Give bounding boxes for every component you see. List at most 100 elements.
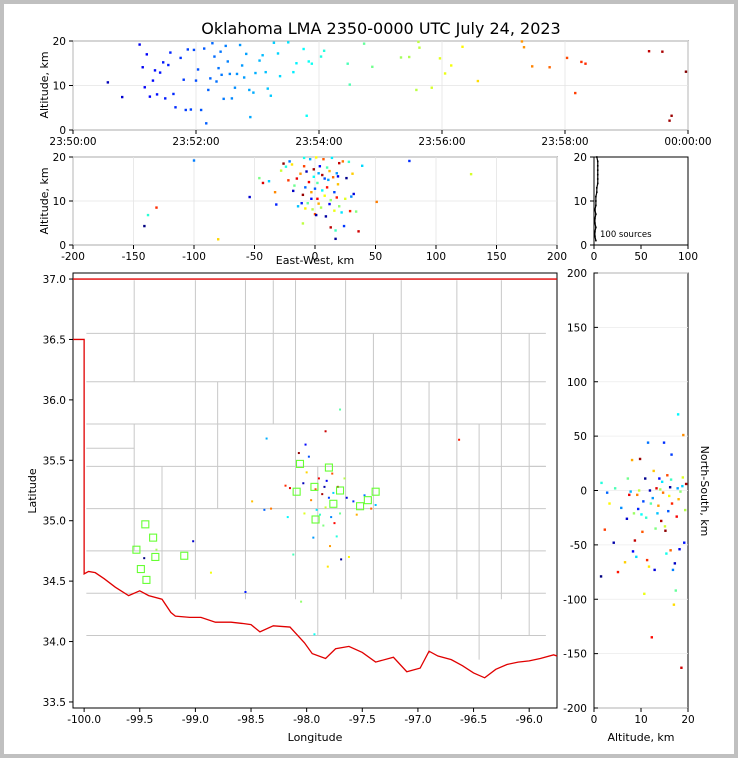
figure-title: Oklahoma LMA 2350-0000 UTC July 24, 2023 <box>201 19 560 38</box>
plan-view-point <box>192 540 195 543</box>
ns-height-point <box>656 512 659 515</box>
plan-view-point <box>292 553 295 556</box>
plan-view-y-tick-label: 36.0 <box>43 395 66 407</box>
histogram-bin <box>596 169 599 171</box>
time-height-point <box>199 108 203 112</box>
ns-height-y-tick-label: -150 <box>563 649 587 661</box>
ns-height-y-tick-label: -100 <box>563 594 587 606</box>
time-height-point <box>670 114 673 117</box>
ew-height-point <box>338 205 341 208</box>
time-height-point <box>249 115 252 119</box>
ew-height-point <box>327 178 330 182</box>
time-height-point <box>196 68 200 71</box>
time-height-point <box>450 64 453 67</box>
plan-view-point <box>302 482 305 485</box>
lma-figure: Oklahoma LMA 2350-0000 UTC July 24, 2023… <box>26 19 712 744</box>
ew-height-point <box>340 211 343 214</box>
time-height-point <box>217 66 220 70</box>
ns-height-point <box>662 441 666 444</box>
ew-height-point <box>306 202 309 205</box>
ew-height-point <box>333 209 336 212</box>
time-height-point <box>418 46 421 49</box>
time-height-point <box>164 97 167 100</box>
ns-height-point <box>636 507 640 511</box>
time-height-point <box>258 59 261 62</box>
plan-view-point <box>314 488 317 491</box>
ew-height-point <box>331 176 335 179</box>
ns-height-y-tick-label: -200 <box>563 703 587 715</box>
plan-view-point <box>317 477 320 480</box>
ew-height-point <box>348 209 352 213</box>
time-height-point <box>362 42 366 45</box>
ew-height-point <box>143 224 146 228</box>
ns-height-point <box>600 481 603 485</box>
lma-station-marker <box>371 487 380 496</box>
ns-height-point <box>608 502 611 505</box>
lma-station-marker <box>324 463 333 472</box>
plan-view-x-tick-label: -97.0 <box>404 714 431 726</box>
ns-height-point <box>676 487 679 490</box>
data-marks <box>106 40 688 669</box>
ns-height-point <box>637 489 641 492</box>
ns-height-point <box>659 488 662 491</box>
plan-view-point <box>304 443 307 446</box>
plan-view-point <box>335 535 338 538</box>
histogram-bin <box>594 222 596 224</box>
ns-height-y-tick-label: 200 <box>567 268 587 280</box>
ns-height-point <box>657 504 660 507</box>
ns-height-point <box>631 550 635 553</box>
ns-height-point <box>671 568 675 572</box>
histogram-annotation: 100 sources <box>600 230 652 240</box>
ew-height-point <box>357 230 360 233</box>
ew-height-point <box>310 197 313 200</box>
ew-height-point <box>305 170 308 173</box>
time-height-y-tick-label: 10 <box>53 81 66 93</box>
plan-view-point <box>340 558 343 561</box>
plan-view-point <box>319 513 322 516</box>
lma-station-marker <box>151 552 160 562</box>
time-height-point <box>224 44 227 48</box>
time-height-point <box>415 88 418 92</box>
plan-view-point <box>321 493 324 496</box>
plan-view-point <box>209 571 212 574</box>
histogram-bin <box>596 156 598 158</box>
ew-height-point <box>301 222 305 225</box>
ew-height-point <box>341 160 345 163</box>
ew-height-point <box>317 202 320 205</box>
ns-height-point <box>668 486 672 489</box>
ew-height-point <box>333 191 336 194</box>
plan-view-point <box>458 438 461 441</box>
time-height-point <box>226 60 229 63</box>
ew-height-point <box>329 226 332 229</box>
time-height-point <box>322 49 326 52</box>
plan-view-point <box>326 565 329 568</box>
ew-height-x-tick-label: 0 <box>312 251 319 263</box>
ew-height-point <box>408 159 411 163</box>
ew-height-point <box>311 208 314 211</box>
time-height-point <box>647 50 651 53</box>
time-height-point <box>580 60 583 64</box>
time-height-ylabel: Altitude, km <box>38 51 51 118</box>
histogram-bin <box>596 187 598 189</box>
time-height-point <box>399 56 403 59</box>
plan-view-point <box>286 516 289 519</box>
histogram-bin <box>596 165 599 167</box>
time-height-point <box>179 56 182 60</box>
time-height-point <box>348 83 351 86</box>
ns-height-point <box>677 498 680 501</box>
time-height-point <box>211 42 214 45</box>
histogram-x-tick-label: 50 <box>634 251 647 263</box>
time-height-point <box>305 114 308 117</box>
ew-height-point <box>261 181 265 185</box>
time-height-x-tick-label: 23:54:00 <box>295 136 342 148</box>
ew-height-point <box>304 207 307 210</box>
time-height-point <box>319 55 323 58</box>
grid-lines <box>72 40 689 709</box>
time-height-point <box>240 64 244 67</box>
time-height-x-tick-label: 23:56:00 <box>418 136 465 148</box>
ns-height-point <box>632 512 636 515</box>
lma-station-marker <box>295 459 305 468</box>
histogram-bin <box>596 182 599 185</box>
time-height-point <box>264 70 267 74</box>
time-height-point <box>207 88 210 92</box>
